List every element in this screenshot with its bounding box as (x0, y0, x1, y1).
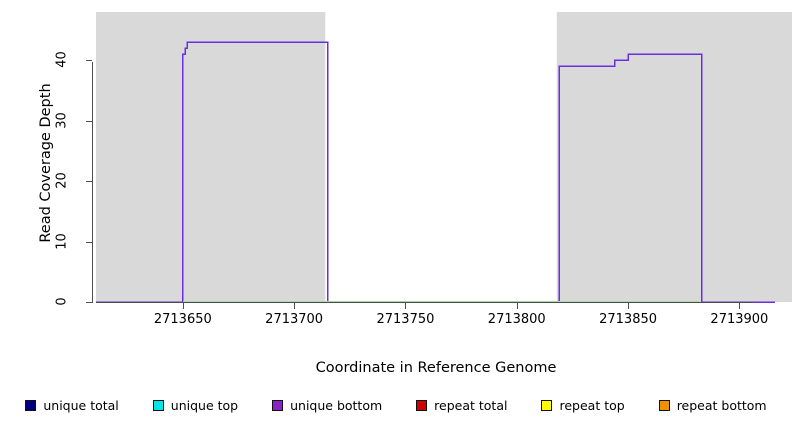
y-tick-mark (86, 120, 92, 122)
legend-item-unique-total[interactable]: unique total (25, 398, 119, 413)
legend-swatch-icon (416, 400, 428, 411)
y-tick-mark (86, 181, 92, 183)
x-tick-mark (739, 303, 741, 309)
x-tick-mark (628, 303, 630, 309)
annotated-feature-right (556, 12, 792, 302)
x-tick-label: 2713650 (153, 312, 212, 327)
legend-item-repeat-top[interactable]: repeat top (541, 398, 625, 413)
legend-swatch-icon (541, 400, 553, 411)
legend-label: unique total (43, 398, 119, 413)
y-tick-label: 0 (54, 297, 70, 306)
legend-swatch-icon (272, 400, 284, 411)
legend-label: repeat bottom (676, 398, 767, 413)
series-layer (96, 41, 775, 303)
legend: unique total unique top unique bottom repea… (0, 398, 792, 413)
legend-item-unique-bottom[interactable]: unique bottom (272, 398, 382, 413)
x-tick-label: 2713900 (710, 312, 769, 327)
legend-label: unique top (170, 398, 239, 413)
x-tick-label: 2713850 (599, 312, 658, 327)
y-axis-title: Read Coverage Depth (38, 83, 54, 243)
y-tick-label: 20 (54, 172, 70, 189)
x-tick-mark (516, 303, 518, 309)
y-tick-label: 10 (54, 232, 70, 250)
x-tick-label: 2713800 (487, 312, 546, 327)
legend-label: unique bottom (290, 398, 383, 413)
x-tick-mark (405, 303, 407, 309)
y-tick-label: 30 (54, 111, 70, 129)
y-tick-mark (86, 241, 92, 243)
x-tick-mark (182, 303, 184, 309)
legend-swatch-icon (152, 400, 164, 411)
shaded-region-layer (96, 12, 792, 302)
legend-item-repeat-bottom[interactable]: repeat bottom (658, 398, 767, 413)
x-tick-label: 2713700 (265, 312, 324, 327)
legend-item-unique-top[interactable]: unique top (152, 398, 239, 413)
legend-label: repeat total (434, 398, 508, 413)
x-axis-line (96, 302, 753, 303)
y-tick-label: 40 (54, 51, 70, 69)
legend-item-repeat-total[interactable]: repeat total (416, 398, 507, 413)
x-axis-title: Coordinate in Reference Genome (315, 360, 557, 376)
x-tick-label: 2713750 (376, 312, 435, 327)
y-axis-line (92, 62, 93, 303)
x-tick-mark (294, 303, 296, 309)
legend-label: repeat top (559, 398, 625, 413)
legend-swatch-icon (25, 400, 37, 411)
annotated-feature-left (96, 12, 326, 302)
legend-swatch-icon (658, 400, 670, 411)
y-tick-mark (86, 302, 92, 303)
series-line-unique-bottom (96, 41, 775, 303)
y-tick-mark (86, 60, 92, 62)
